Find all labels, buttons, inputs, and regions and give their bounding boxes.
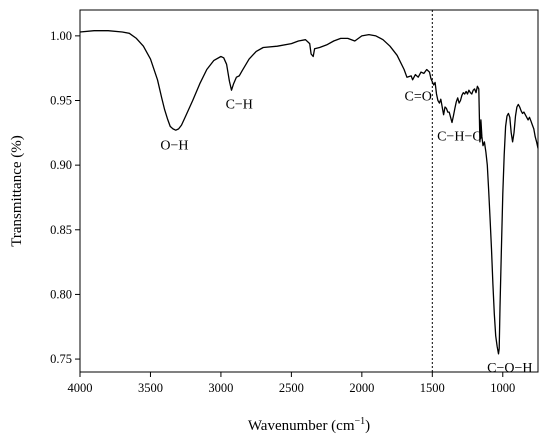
y-axis-ticks: 0.75 0.80 0.85 0.90 0.95 1.00 xyxy=(50,29,80,366)
x-tick-label: 2000 xyxy=(349,381,374,395)
peak-annotations: O−H C−H C=O C−H−O C−O−H xyxy=(160,90,532,377)
y-tick-label: 0.90 xyxy=(50,158,72,172)
y-tick-label: 0.75 xyxy=(50,352,72,366)
x-tick-label: 1500 xyxy=(420,381,445,395)
x-tick-label: 2500 xyxy=(279,381,304,395)
y-tick-label: 0.80 xyxy=(50,287,72,301)
x-tick-label: 4000 xyxy=(68,381,93,395)
y-tick-label: 1.00 xyxy=(50,29,72,43)
peak-label: C−H−O xyxy=(437,130,482,145)
peak-label: C−H xyxy=(226,97,253,112)
plot-frame xyxy=(79,9,539,373)
y-axis-title: Transmittance (%) xyxy=(9,135,25,247)
x-axis-ticks: 4000 3500 3000 2500 2000 1500 1000 xyxy=(68,372,515,395)
peak-label: C−O−H xyxy=(487,361,532,376)
y-tick-label: 0.95 xyxy=(50,94,72,108)
peak-label: O−H xyxy=(160,139,188,154)
spectrum-line xyxy=(79,30,539,355)
x-tick-label: 3500 xyxy=(138,381,163,395)
y-tick-label: 0.85 xyxy=(50,223,72,237)
x-tick-label: 1000 xyxy=(490,381,515,395)
peak-label: C=O xyxy=(405,90,432,105)
x-tick-label: 3000 xyxy=(208,381,233,395)
x-axis-title: Wavenumber (cm−1) xyxy=(248,416,370,434)
